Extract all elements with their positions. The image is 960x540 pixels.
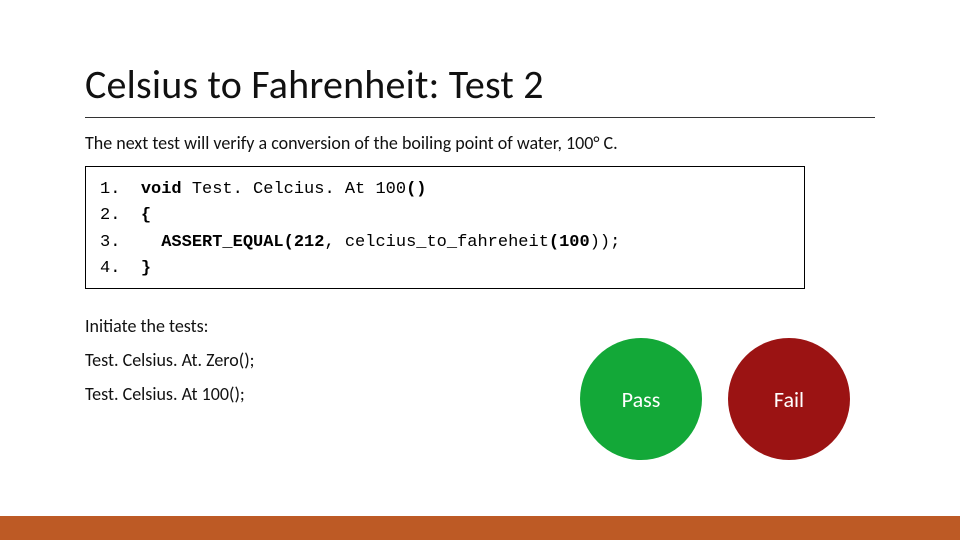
code-line-1: 1. void Test. Celcius. At 100() xyxy=(100,177,790,203)
pass-circle: Pass xyxy=(580,338,702,460)
subtitle-text: The next test will verify a conversion o… xyxy=(85,132,875,154)
code-line-2: 2. { xyxy=(100,203,790,229)
title-rule xyxy=(85,117,875,118)
code-box: 1. void Test. Celcius. At 100()2. {3. AS… xyxy=(85,166,805,289)
status-circles: Pass Fail xyxy=(580,338,850,460)
pass-label: Pass xyxy=(622,386,661,413)
code-line-3: 3. ASSERT_EQUAL(212, celcius_to_fahrehei… xyxy=(100,230,790,256)
fail-label: Fail xyxy=(774,386,804,413)
initiate-label: Initiate the tests: xyxy=(85,315,875,337)
fail-circle: Fail xyxy=(728,338,850,460)
page-title: Celsius to Fahrenheit: Test 2 xyxy=(85,60,875,109)
slide: Celsius to Fahrenheit: Test 2 The next t… xyxy=(0,0,960,540)
code-line-4: 4. } xyxy=(100,256,790,282)
footer-bar xyxy=(0,516,960,540)
